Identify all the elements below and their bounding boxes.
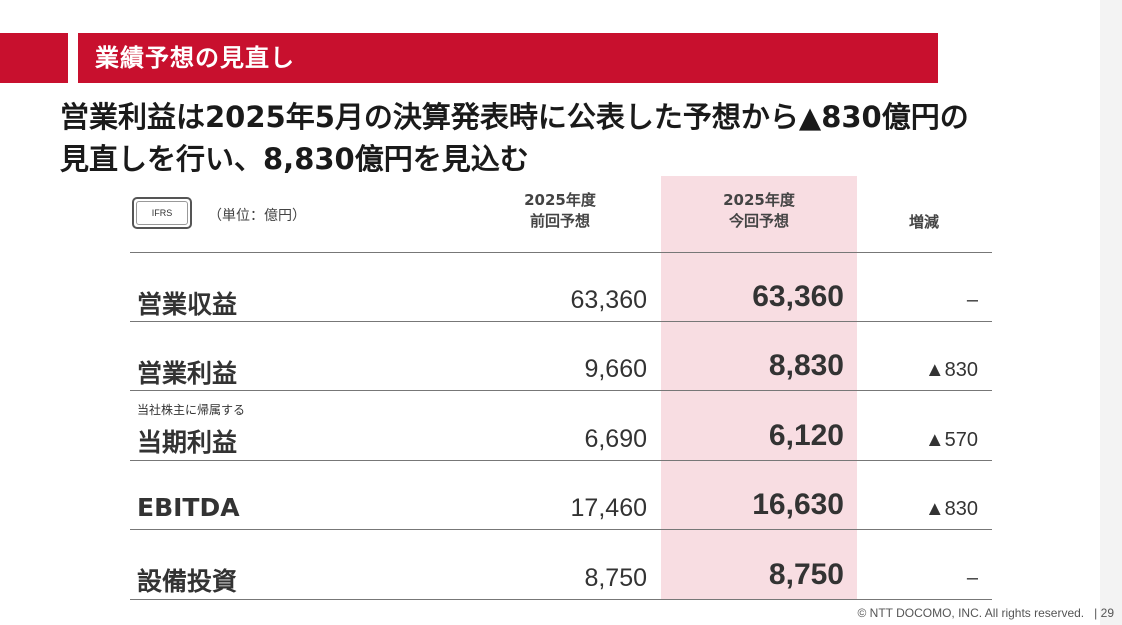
table-header-divider bbox=[130, 252, 992, 253]
column-header-current: 2025年度 今回予想 bbox=[661, 190, 857, 232]
row-diff-net-income: ▲570 bbox=[924, 429, 978, 451]
column-header-change: 増減 bbox=[908, 213, 939, 231]
footer: © NTT DOCOMO, INC. All rights reserved. … bbox=[857, 606, 1114, 620]
side-strip bbox=[1100, 0, 1122, 625]
row-divider bbox=[130, 390, 992, 391]
row-divider bbox=[130, 529, 992, 530]
row-divider bbox=[130, 599, 992, 600]
row-label-operating-profit: 営業利益 bbox=[137, 359, 238, 388]
row-curr-capex: 8,750 bbox=[768, 558, 844, 591]
row-sublabel-net-income: 当社株主に帰属する bbox=[137, 403, 246, 417]
row-curr-ebitda: 16,630 bbox=[752, 488, 844, 521]
row-label-net-income: 当期利益 bbox=[137, 428, 238, 457]
column-header-previous-label: 前回予想 bbox=[529, 212, 590, 230]
row-label-capex: 設備投資 bbox=[137, 567, 238, 596]
row-diff-ebitda: ▲830 bbox=[924, 498, 978, 520]
current-forecast-highlight bbox=[661, 176, 857, 600]
header-bar-gap bbox=[68, 33, 78, 83]
row-divider bbox=[130, 460, 992, 461]
column-header-previous: 2025年度 前回予想 bbox=[462, 190, 658, 232]
row-curr-operating-revenue: 63,360 bbox=[752, 280, 844, 313]
row-diff-capex: – bbox=[966, 567, 978, 589]
headline: 営業利益は2025年5月の決算発表時に公表した予想から▲830億円の 見直しを行… bbox=[60, 96, 1100, 180]
copyright-text: © NTT DOCOMO, INC. All rights reserved. bbox=[857, 606, 1085, 620]
row-label-operating-revenue: 営業収益 bbox=[137, 290, 238, 319]
unit-label: （単位：億円） bbox=[208, 208, 306, 224]
row-prev-operating-profit: 9,660 bbox=[584, 355, 647, 383]
row-prev-net-income: 6,690 bbox=[584, 425, 647, 453]
row-prev-capex: 8,750 bbox=[584, 564, 647, 592]
row-prev-operating-revenue: 63,360 bbox=[570, 286, 647, 314]
ifrs-badge: IFRS bbox=[132, 197, 192, 229]
row-label-ebitda: EBITDA bbox=[137, 493, 240, 522]
column-header-current-label: 今回予想 bbox=[728, 212, 789, 230]
row-diff-operating-revenue: – bbox=[966, 289, 978, 311]
row-curr-operating-profit: 8,830 bbox=[768, 349, 844, 382]
headline-line2: 見直しを行い、8,830億円を見込む bbox=[60, 142, 529, 176]
headline-line1: 営業利益は2025年5月の決算発表時に公表した予想から▲830億円の bbox=[60, 100, 969, 134]
row-curr-net-income: 6,120 bbox=[768, 419, 844, 452]
row-divider bbox=[130, 321, 992, 322]
row-prev-ebitda: 17,460 bbox=[570, 494, 647, 522]
page-number: 29 bbox=[1100, 606, 1114, 620]
column-header-current-year: 2025年度 bbox=[723, 191, 795, 209]
section-header-bar bbox=[0, 33, 938, 83]
column-header-previous-year: 2025年度 bbox=[524, 191, 596, 209]
footer-separator: | bbox=[1094, 606, 1098, 620]
section-title: 業績予想の見直し bbox=[95, 44, 295, 72]
row-diff-operating-profit: ▲830 bbox=[924, 359, 978, 381]
